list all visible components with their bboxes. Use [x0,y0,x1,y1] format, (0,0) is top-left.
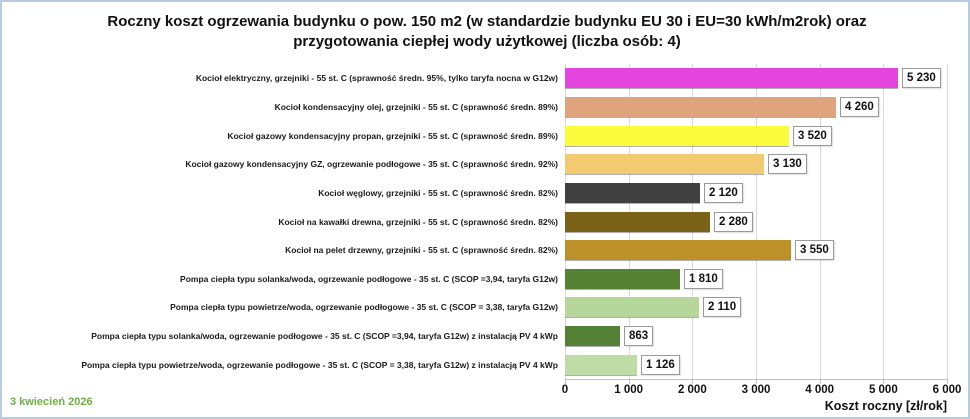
category-label: Pompa ciepła typu solanka/woda, ogrzewan… [180,274,558,284]
x-axis-tick-label: 6 000 [932,384,962,396]
value-label: 2 110 [703,297,742,317]
x-axis-tickmark [628,380,630,384]
value-label: 3 550 [795,240,834,260]
x-axis-tickmark [692,380,694,384]
value-label: 1 126 [641,355,680,375]
bar [565,240,791,260]
bar [565,355,637,375]
value-label: 2 120 [704,183,743,203]
date-note: 3 kwiecień 2026 [10,396,93,408]
x-axis-tickmark [565,380,566,384]
bar [565,183,700,203]
bar [565,126,789,146]
category-label: Kocioł na pelet drzewny, grzejniki - 55 … [285,245,558,255]
value-label: 3 520 [793,126,832,146]
bar [565,154,764,174]
x-axis-tickmark [756,380,757,384]
bar [565,297,699,317]
value-label: 2 280 [714,212,753,232]
x-axis-tickmark [819,380,821,384]
value-label: 863 [624,326,654,346]
gridline [883,64,885,379]
x-axis-tickmark [947,380,948,384]
bar [565,212,710,232]
value-label: 4 260 [840,97,879,117]
chart-title: Roczny koszt ogrzewania budynku o pow. 1… [107,13,867,50]
x-axis-tick-label: 4 000 [805,384,835,396]
x-axis-tick-label: 2 000 [677,384,707,396]
x-axis-tick-label: 3 000 [741,384,771,396]
value-label: 5 230 [902,68,941,88]
x-axis-tick-label: 5 000 [868,384,898,396]
category-label: Kocioł gazowy kondensacyjny GZ, ogrzewan… [185,159,558,169]
x-axis-line [565,379,948,380]
x-axis-tick-label: 1 000 [614,384,644,396]
bar [565,269,680,289]
category-label: Kocioł elektryczny, grzejniki - 55 st. C… [195,73,558,83]
bar [565,326,620,346]
x-axis-title: Koszt roczny [zł/rok] [824,399,947,413]
gridline [756,64,757,379]
category-label: Kocioł węglowy, grzejniki - 55 st. C (sp… [318,188,558,198]
category-label: Kocioł na kawałki drewna, grzejniki - 55… [278,217,558,227]
category-label: Pompa ciepła typu solanka/woda, ogrzewan… [91,331,558,341]
gridline [947,64,948,379]
x-axis-tickmark [883,380,885,384]
x-axis-tick-label: 0 [561,384,569,396]
category-label: Pompa ciepła typu powietrze/woda, ogrzew… [170,302,558,312]
gridline [819,64,821,379]
category-label: Pompa ciepła typu powietrze/woda, ogrzew… [81,360,558,370]
value-label: 3 130 [768,154,807,174]
category-label: Kocioł gazowy kondensacyjny propan, grze… [227,131,558,141]
bar [565,97,836,117]
category-label: Kocioł kondensacyjny olej, grzejniki - 5… [274,102,558,112]
value-label: 1 810 [684,269,723,289]
bar [565,68,898,88]
